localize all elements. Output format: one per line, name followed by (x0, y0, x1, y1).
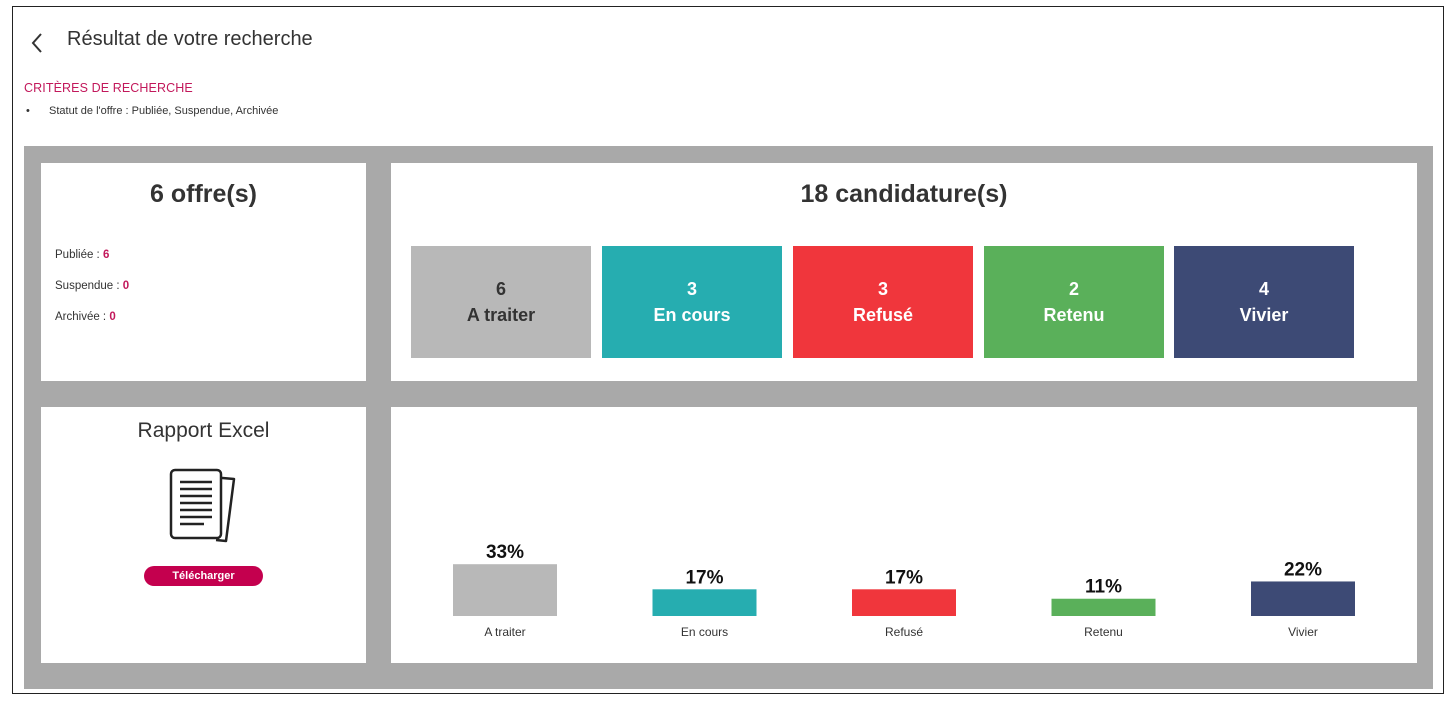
status-label: Vivier (1239, 305, 1289, 325)
offers-count-title: 6 offre(s) (150, 180, 257, 208)
status-tile-refuse[interactable]: 3 Refusé (793, 246, 973, 358)
status-tile-en-cours[interactable]: 3 En cours (602, 246, 782, 358)
bar-value-label-a-traiter: 33% (486, 542, 524, 563)
report-title: Rapport Excel (137, 419, 270, 442)
bar-a-traiter (453, 564, 557, 616)
page-frame: Résultat de votre recherche CRITÈRES DE … (12, 6, 1444, 694)
criteria-item-text: Statut de l'offre : Publiée, Suspendue, … (49, 105, 279, 117)
offer-status-published: Publiée : 6 (55, 249, 109, 261)
page-title: Résultat de votre recherche (67, 28, 313, 50)
status-count: 6 (495, 278, 506, 299)
category-label-vivier: Vivier (1288, 625, 1318, 639)
bar-value-label-retenu: 11% (1085, 577, 1122, 598)
status-count: 2 (1068, 278, 1079, 299)
offer-status-archived: Archivée : 0 (55, 311, 116, 323)
percent-bar-chart: 33% A traiter 17% En cours 17% Refusé 11% Reten… (453, 542, 1355, 639)
status-label: A traiter (466, 305, 536, 325)
category-label-retenu: Retenu (1084, 625, 1123, 639)
percent-chart-card: 33% A traiter 17% En cours 17% Refusé 11% Reten… (391, 407, 1417, 663)
dashboard-area: 6 offre(s) Publiée : 6 Suspendue : 0 Arc… (24, 146, 1433, 689)
status-tile-vivier[interactable]: 4 Vivier (1174, 246, 1354, 358)
bar-retenu (1051, 598, 1156, 616)
offer-status-suspended: Suspendue : 0 (55, 280, 129, 292)
candidatures-count-title: 18 candidature(s) (800, 180, 1008, 208)
status-label: Refusé (852, 305, 914, 325)
chevron-left-icon (31, 33, 42, 53)
offer-status-label: Publiée : (55, 249, 103, 261)
back-button[interactable] (25, 29, 49, 57)
candidatures-card: 18 candidature(s) 6 A traiter 3 En cours… (391, 163, 1417, 381)
bar-value-label-refuse: 17% (885, 567, 923, 588)
status-count: 3 (877, 278, 888, 299)
status-tile-retenu[interactable]: 2 Retenu (984, 246, 1164, 358)
download-button[interactable]: Télécharger (144, 566, 263, 586)
criteria-title: CRITÈRES DE RECHERCHE (24, 81, 193, 95)
bar-value-label-en-cours: 17% (685, 567, 723, 588)
bar-vivier (1251, 581, 1355, 616)
offer-status-value: 0 (109, 311, 116, 323)
offers-card: 6 offre(s) Publiée : 6 Suspendue : 0 Arc… (41, 163, 366, 381)
category-label-refuse: Refusé (885, 625, 923, 639)
status-count: 4 (1258, 278, 1269, 299)
bar-value-label-vivier: 22% (1284, 559, 1322, 580)
bar-refuse (852, 589, 956, 616)
excel-report-card: Rapport Excel Télécharger (41, 407, 366, 663)
document-icon (169, 468, 236, 543)
status-tile-a-traiter[interactable]: 6 A traiter (411, 246, 591, 358)
status-count: 3 (686, 278, 697, 299)
bar-en-cours (652, 589, 757, 616)
offer-status-value: 0 (122, 280, 130, 292)
status-label: En cours (653, 305, 731, 325)
category-label-en-cours: En cours (681, 625, 728, 639)
bullet: • (26, 105, 30, 117)
status-label: Retenu (1043, 305, 1105, 325)
category-label-a-traiter: A traiter (484, 625, 525, 639)
offer-status-label: Suspendue : (55, 280, 123, 292)
criteria-item: • Statut de l'offre : Publiée, Suspendue,… (26, 105, 278, 117)
offer-status-label: Archivée : (55, 311, 110, 323)
offer-status-value: 6 (102, 249, 110, 261)
